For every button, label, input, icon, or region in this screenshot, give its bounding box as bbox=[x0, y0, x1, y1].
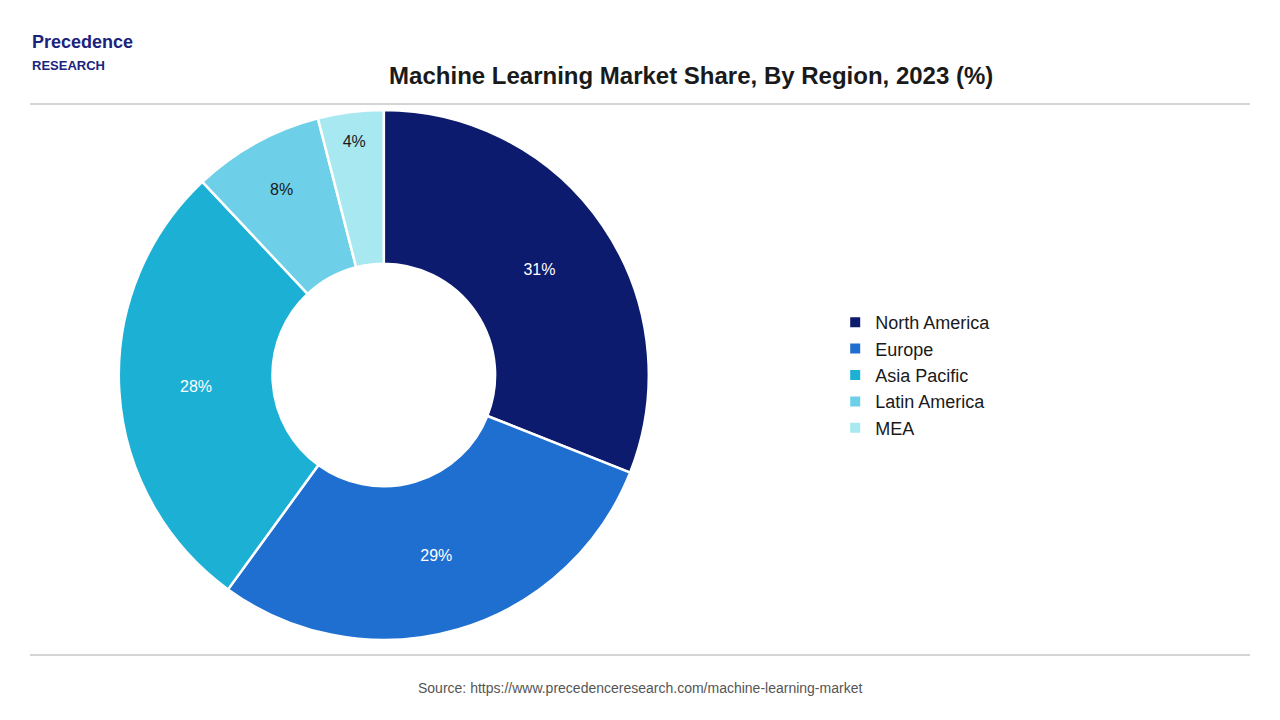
svg-text:North America: North America bbox=[875, 313, 990, 333]
svg-text:Latin America: Latin America bbox=[875, 392, 985, 412]
svg-text:Source: https://www.precedence: Source: https://www.precedenceresearch.c… bbox=[418, 680, 862, 696]
svg-text:28%: 28% bbox=[180, 378, 212, 395]
svg-text:Europe: Europe bbox=[875, 340, 933, 360]
svg-text:MEA: MEA bbox=[875, 419, 914, 439]
svg-text:Precedence: Precedence bbox=[32, 32, 133, 52]
svg-text:RESEARCH: RESEARCH bbox=[32, 58, 105, 73]
svg-text:8%: 8% bbox=[270, 181, 293, 198]
svg-text:Machine Learning Market Share,: Machine Learning Market Share, By Region… bbox=[389, 62, 993, 89]
svg-text:29%: 29% bbox=[420, 547, 452, 564]
svg-text:Asia Pacific: Asia Pacific bbox=[875, 366, 968, 386]
svg-text:31%: 31% bbox=[523, 261, 555, 278]
svg-text:4%: 4% bbox=[343, 133, 366, 150]
